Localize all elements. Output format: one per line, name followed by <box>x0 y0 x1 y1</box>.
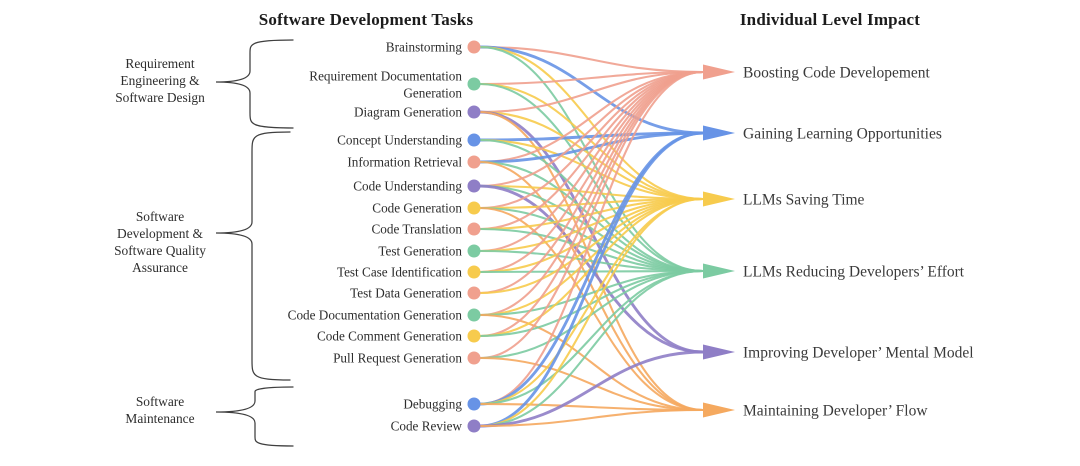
task-dot <box>467 155 481 169</box>
edge-reducing_effort <box>478 269 705 428</box>
impact-arrow-icon <box>703 263 735 279</box>
task-label: Test Case Identification <box>337 265 462 280</box>
edge-saving_time <box>478 110 705 201</box>
edge-saving_time <box>478 197 705 428</box>
impact-label: LLMs Reducing Developers’ Effort <box>743 264 965 281</box>
task-dot <box>467 222 481 236</box>
edge-boosting <box>478 70 705 86</box>
edge-mental_model <box>478 110 705 354</box>
task-label: Information Retrieval <box>347 155 462 170</box>
task-dot <box>467 77 481 91</box>
impact-label: Boosting Code Developement <box>743 65 931 82</box>
edge-flow <box>478 408 705 428</box>
task-dot <box>467 419 481 433</box>
task-dot <box>467 329 481 343</box>
task-label: Debugging <box>403 397 462 412</box>
task-label: Concept Understanding <box>337 133 462 148</box>
task-label: Code Review <box>391 419 463 434</box>
task-dot <box>467 351 481 365</box>
edge-mental_model <box>478 350 705 428</box>
edge-flow <box>478 356 705 412</box>
task-label: Code Documentation Generation <box>288 308 463 323</box>
task-dot <box>467 179 481 193</box>
task-dot <box>467 308 481 322</box>
impact-arrow-icon <box>703 344 735 360</box>
edge-reducing_effort <box>478 45 705 273</box>
edge-flow <box>478 313 705 412</box>
task-label: Pull Request Generation <box>333 351 462 366</box>
impact-arrow-icon <box>703 64 735 80</box>
group-label: Software Development & Software Quality Ass… <box>114 209 206 275</box>
task-label: Test Generation <box>378 244 462 259</box>
task-label: Code Translation <box>372 222 463 237</box>
task-label: Requirement Documentation Generation <box>309 69 462 101</box>
impact-label: Improving Developer’ Mental Model <box>743 345 974 362</box>
impact-arrow-icon <box>703 125 735 141</box>
group-brace <box>215 131 291 381</box>
group-brace <box>215 386 294 447</box>
impact-arrow-icon <box>703 402 735 418</box>
task-label: Code Understanding <box>353 179 462 194</box>
task-dot <box>467 40 481 54</box>
edge-saving_time <box>478 45 705 201</box>
edge-flow <box>478 160 705 412</box>
edge-learning <box>478 131 705 428</box>
edge-reducing_effort <box>478 82 705 273</box>
task-dot <box>467 133 481 147</box>
group-brace <box>215 39 294 129</box>
task-label: Code Comment Generation <box>317 329 462 344</box>
task-label: Diagram Generation <box>354 105 462 120</box>
edge-learning <box>478 131 705 164</box>
group-label: Requirement Engineering & Software Design <box>115 56 205 105</box>
left-column-title: Software Development Tasks <box>258 10 474 29</box>
edge-boosting <box>478 70 705 406</box>
task-dot <box>467 244 481 258</box>
task-dot <box>467 201 481 215</box>
right-column-title: Individual Level Impact <box>739 10 921 29</box>
impact-label: LLMs Saving Time <box>743 192 865 209</box>
edge-learning <box>478 45 705 135</box>
group-label: Software Maintenance <box>125 394 194 426</box>
impact-label: Gaining Learning Opportunities <box>743 126 942 143</box>
task-dot <box>467 286 481 300</box>
task-label: Test Data Generation <box>350 286 462 301</box>
task-dot <box>467 265 481 279</box>
edge-boosting <box>478 70 705 114</box>
impact-label: Maintaining Developer’ Flow <box>743 403 928 420</box>
edge-boosting <box>478 70 705 360</box>
edge-saving_time <box>478 138 705 201</box>
task-dot <box>467 105 481 119</box>
impact-arrow-icon <box>703 191 735 207</box>
task-label: Brainstorming <box>386 40 463 55</box>
task-label: Code Generation <box>372 201 462 216</box>
edge-boosting <box>478 45 705 74</box>
task-dot <box>467 397 481 411</box>
edge-flow <box>478 206 705 412</box>
